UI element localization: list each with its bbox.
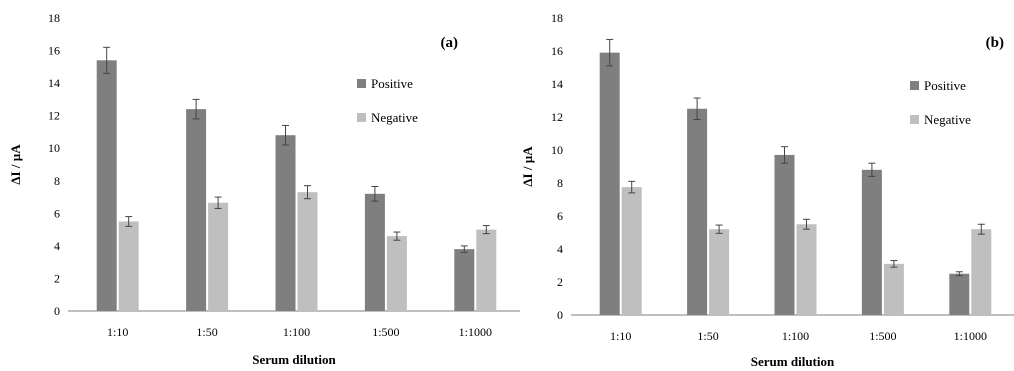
bar-negative-1-100	[297, 192, 318, 311]
x-tick-label: 1:50	[196, 325, 217, 339]
y-tick-label: 6	[54, 206, 60, 220]
y-tick-label: 12	[48, 109, 60, 123]
bar-negative-1-50	[709, 229, 730, 315]
y-tick-label: 16	[551, 44, 563, 58]
x-tick-label: 1:500	[869, 329, 896, 343]
y-tick-label: 2	[557, 275, 563, 289]
panel-label: (a)	[441, 35, 459, 51]
y-tick-label: 10	[48, 141, 60, 155]
y-tick-label: 0	[557, 308, 563, 322]
legend-label-negative: Negative	[924, 112, 971, 127]
y-tick-label: 0	[54, 304, 60, 318]
x-tick-label: 1:500	[372, 325, 399, 339]
y-tick-label: 2	[54, 271, 60, 285]
y-tick-label: 14	[551, 77, 563, 91]
x-tick-label: 1:1000	[459, 325, 492, 339]
legend-label-positive: Positive	[924, 78, 966, 93]
x-axis-title: Serum dilution	[751, 354, 835, 369]
y-tick-label: 10	[551, 143, 563, 157]
chart-panel-a: 0 2 4 6 8 10 12 14 16 18 ΔI / µA 1:10 1:50 1:100 1:500…	[8, 11, 520, 367]
x-tick-label: 1:100	[782, 329, 809, 343]
legend-label-negative: Negative	[371, 110, 418, 125]
x-tick-label: 1:10	[610, 329, 631, 343]
x-tick-label: 1:1000	[954, 329, 987, 343]
y-tick-label: 8	[557, 176, 563, 190]
bar-negative-1-10	[118, 221, 139, 311]
bar-positive-1-10	[599, 52, 620, 316]
bar-positive-1-100	[275, 135, 296, 311]
bar-positive-1-500	[861, 169, 882, 315]
x-tick-label: 1:100	[283, 325, 310, 339]
bar-negative-1-100	[796, 224, 817, 315]
chart-panel-b: 0 2 4 6 8 10 12 14 16 18 ΔI / µA 1:10 1:50 1:100 1:500…	[520, 11, 1014, 369]
legend-swatch-positive	[910, 81, 919, 90]
bar-positive-1-50	[687, 108, 708, 315]
bar-positive-1-100	[774, 154, 795, 315]
bar-positive-1-50	[186, 109, 207, 312]
legend-swatch-negative	[357, 113, 366, 122]
y-tick-label: 4	[54, 239, 60, 253]
bar-positive-1-500	[364, 193, 385, 311]
bar-negative-1-1000	[971, 229, 992, 315]
bar-positive-1-1000	[949, 273, 970, 315]
bar-negative-1-500	[883, 263, 904, 315]
y-tick-label: 6	[557, 209, 563, 223]
y-axis-title: ΔI / µA	[520, 146, 535, 187]
y-tick-label: 12	[551, 110, 563, 124]
y-tick-label: 8	[54, 174, 60, 188]
y-axis-title: ΔI / µA	[8, 144, 23, 185]
bar-negative-1-10	[621, 187, 642, 315]
bar-positive-1-10	[96, 60, 117, 312]
legend-swatch-positive	[357, 79, 366, 88]
bar-negative-1-50	[208, 202, 229, 311]
x-axis-title: Serum dilution	[252, 352, 336, 367]
bar-negative-1-500	[386, 236, 407, 311]
y-tick-label: 18	[551, 11, 563, 25]
y-tick-label: 14	[48, 76, 60, 90]
y-tick-label: 18	[48, 11, 60, 25]
legend-label-positive: Positive	[371, 76, 413, 91]
y-tick-label: 4	[557, 242, 563, 256]
panel-label: (b)	[986, 35, 1004, 51]
x-tick-label: 1:50	[697, 329, 718, 343]
bar-negative-1-1000	[476, 229, 497, 311]
x-tick-label: 1:10	[107, 325, 128, 339]
bar-positive-1-1000	[454, 249, 475, 311]
y-tick-label: 16	[48, 44, 60, 58]
legend-swatch-negative	[910, 115, 919, 124]
